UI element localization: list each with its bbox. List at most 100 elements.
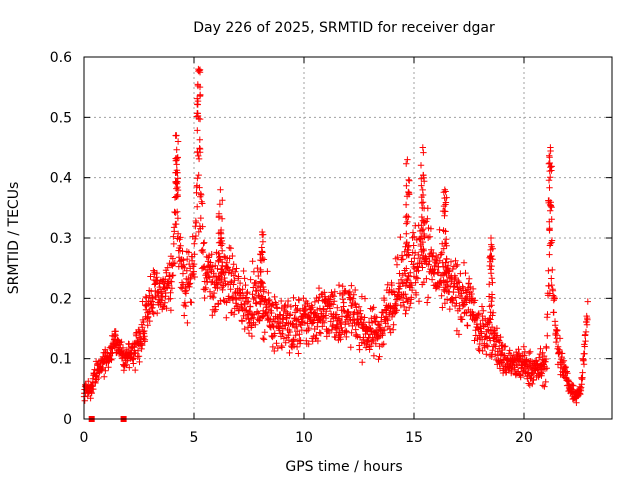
data-point (126, 364, 133, 371)
data-point (90, 385, 97, 393)
data-point (172, 169, 179, 176)
data-point (419, 204, 426, 212)
data-point (227, 286, 234, 293)
x-axis-label: GPS time / hours (285, 459, 402, 475)
data-point (471, 337, 478, 344)
data-point (139, 298, 146, 305)
data-point (209, 312, 216, 319)
data-point (475, 311, 482, 318)
data-point (144, 322, 151, 329)
data-point (192, 232, 200, 240)
data-point (315, 284, 323, 292)
data-point (338, 324, 345, 331)
data-point (397, 276, 405, 283)
data-point (167, 307, 175, 314)
data-point (197, 214, 204, 222)
data-point (393, 307, 400, 314)
data-point (431, 265, 438, 273)
data-point (399, 256, 407, 263)
data-point (147, 273, 154, 280)
data-point (549, 266, 556, 274)
data-point (172, 209, 179, 216)
data-point (419, 199, 427, 206)
data-point (230, 272, 238, 279)
data-point (544, 311, 551, 318)
data-point (179, 285, 186, 292)
data-point (196, 83, 204, 91)
data-point (216, 201, 224, 208)
data-point (469, 285, 477, 293)
data-point (405, 246, 412, 254)
data-point (170, 240, 177, 248)
data-point (144, 313, 152, 320)
data-point (393, 261, 401, 268)
data-point (102, 349, 110, 356)
data-point (383, 315, 391, 323)
data-point (321, 293, 329, 300)
data-point (488, 302, 495, 309)
data-point (259, 228, 266, 236)
data-point (314, 306, 321, 314)
data-point (378, 341, 386, 348)
data-point (135, 353, 143, 360)
data-point (173, 146, 180, 153)
data-point (405, 191, 413, 198)
data-point (89, 383, 96, 390)
data-point (342, 327, 350, 335)
data-point (478, 330, 485, 337)
data-point (455, 288, 462, 296)
data-point (550, 309, 557, 316)
data-point (170, 233, 177, 240)
data-point (87, 395, 94, 402)
data-point (166, 273, 173, 280)
data-point (260, 336, 268, 343)
data-point (356, 346, 363, 353)
data-point (419, 226, 427, 233)
data-point (402, 310, 409, 317)
data-point (348, 329, 355, 336)
data-point (268, 309, 275, 317)
y-tick-label: 0.4 (50, 171, 72, 187)
data-point (420, 218, 427, 225)
data-point (226, 267, 233, 274)
data-point (341, 307, 348, 315)
data-point (118, 338, 125, 346)
data-point (441, 186, 448, 193)
data-point (174, 183, 181, 191)
data-point (447, 258, 455, 265)
data-point (489, 279, 496, 286)
data-point (453, 262, 460, 270)
data-point (423, 275, 430, 282)
data-point (202, 284, 209, 292)
data-point (216, 273, 224, 280)
data-point (195, 228, 202, 236)
data-point (271, 330, 278, 337)
data-point (441, 300, 449, 307)
data-point (215, 257, 222, 264)
data-point (559, 358, 566, 366)
data-point (200, 240, 207, 247)
data-point (243, 290, 251, 297)
data-point (386, 325, 393, 332)
data-point (219, 247, 226, 254)
data-point (403, 230, 410, 237)
data-point (140, 318, 147, 326)
data-point (455, 331, 463, 338)
data-point (376, 353, 383, 360)
data-point (582, 328, 590, 336)
data-point (278, 342, 285, 350)
data-point (102, 367, 109, 374)
data-point (399, 279, 406, 287)
data-point (539, 349, 546, 356)
data-point (527, 358, 534, 365)
data-point (408, 286, 416, 294)
data-point (287, 311, 294, 318)
data-point (442, 240, 449, 247)
data-point (398, 294, 406, 302)
data-point (172, 178, 179, 186)
data-point (542, 355, 550, 363)
data-point (582, 337, 589, 345)
data-point (264, 268, 271, 275)
data-point (300, 295, 307, 302)
data-point (174, 230, 182, 237)
